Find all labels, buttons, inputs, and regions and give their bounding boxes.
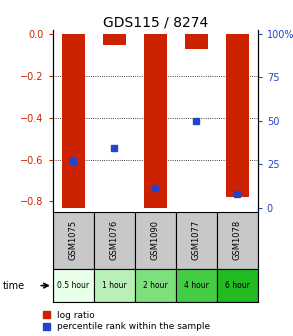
Bar xyxy=(144,34,166,208)
Bar xyxy=(94,212,135,269)
Text: GSM1078: GSM1078 xyxy=(233,220,242,260)
Text: 2 hour: 2 hour xyxy=(143,281,168,290)
Bar xyxy=(53,212,94,269)
Bar xyxy=(103,34,125,45)
Bar xyxy=(53,269,94,302)
Text: 0.5 hour: 0.5 hour xyxy=(57,281,89,290)
Bar xyxy=(176,212,217,269)
Text: 1 hour: 1 hour xyxy=(102,281,127,290)
Text: GSM1077: GSM1077 xyxy=(192,220,201,260)
Text: GSM1075: GSM1075 xyxy=(69,220,78,260)
Text: 6 hour: 6 hour xyxy=(225,281,250,290)
Bar xyxy=(176,269,217,302)
Text: GSM1090: GSM1090 xyxy=(151,220,160,260)
Text: GSM1076: GSM1076 xyxy=(110,220,119,260)
Text: time: time xyxy=(3,281,25,291)
Bar xyxy=(94,269,135,302)
Title: GDS115 / 8274: GDS115 / 8274 xyxy=(103,15,208,29)
Bar xyxy=(62,34,84,208)
Bar xyxy=(217,212,258,269)
Bar xyxy=(226,34,248,197)
Bar xyxy=(185,34,207,49)
Text: 4 hour: 4 hour xyxy=(184,281,209,290)
Bar xyxy=(135,269,176,302)
Bar xyxy=(135,212,176,269)
Bar xyxy=(217,269,258,302)
Legend: log ratio, percentile rank within the sample: log ratio, percentile rank within the sa… xyxy=(42,311,210,332)
